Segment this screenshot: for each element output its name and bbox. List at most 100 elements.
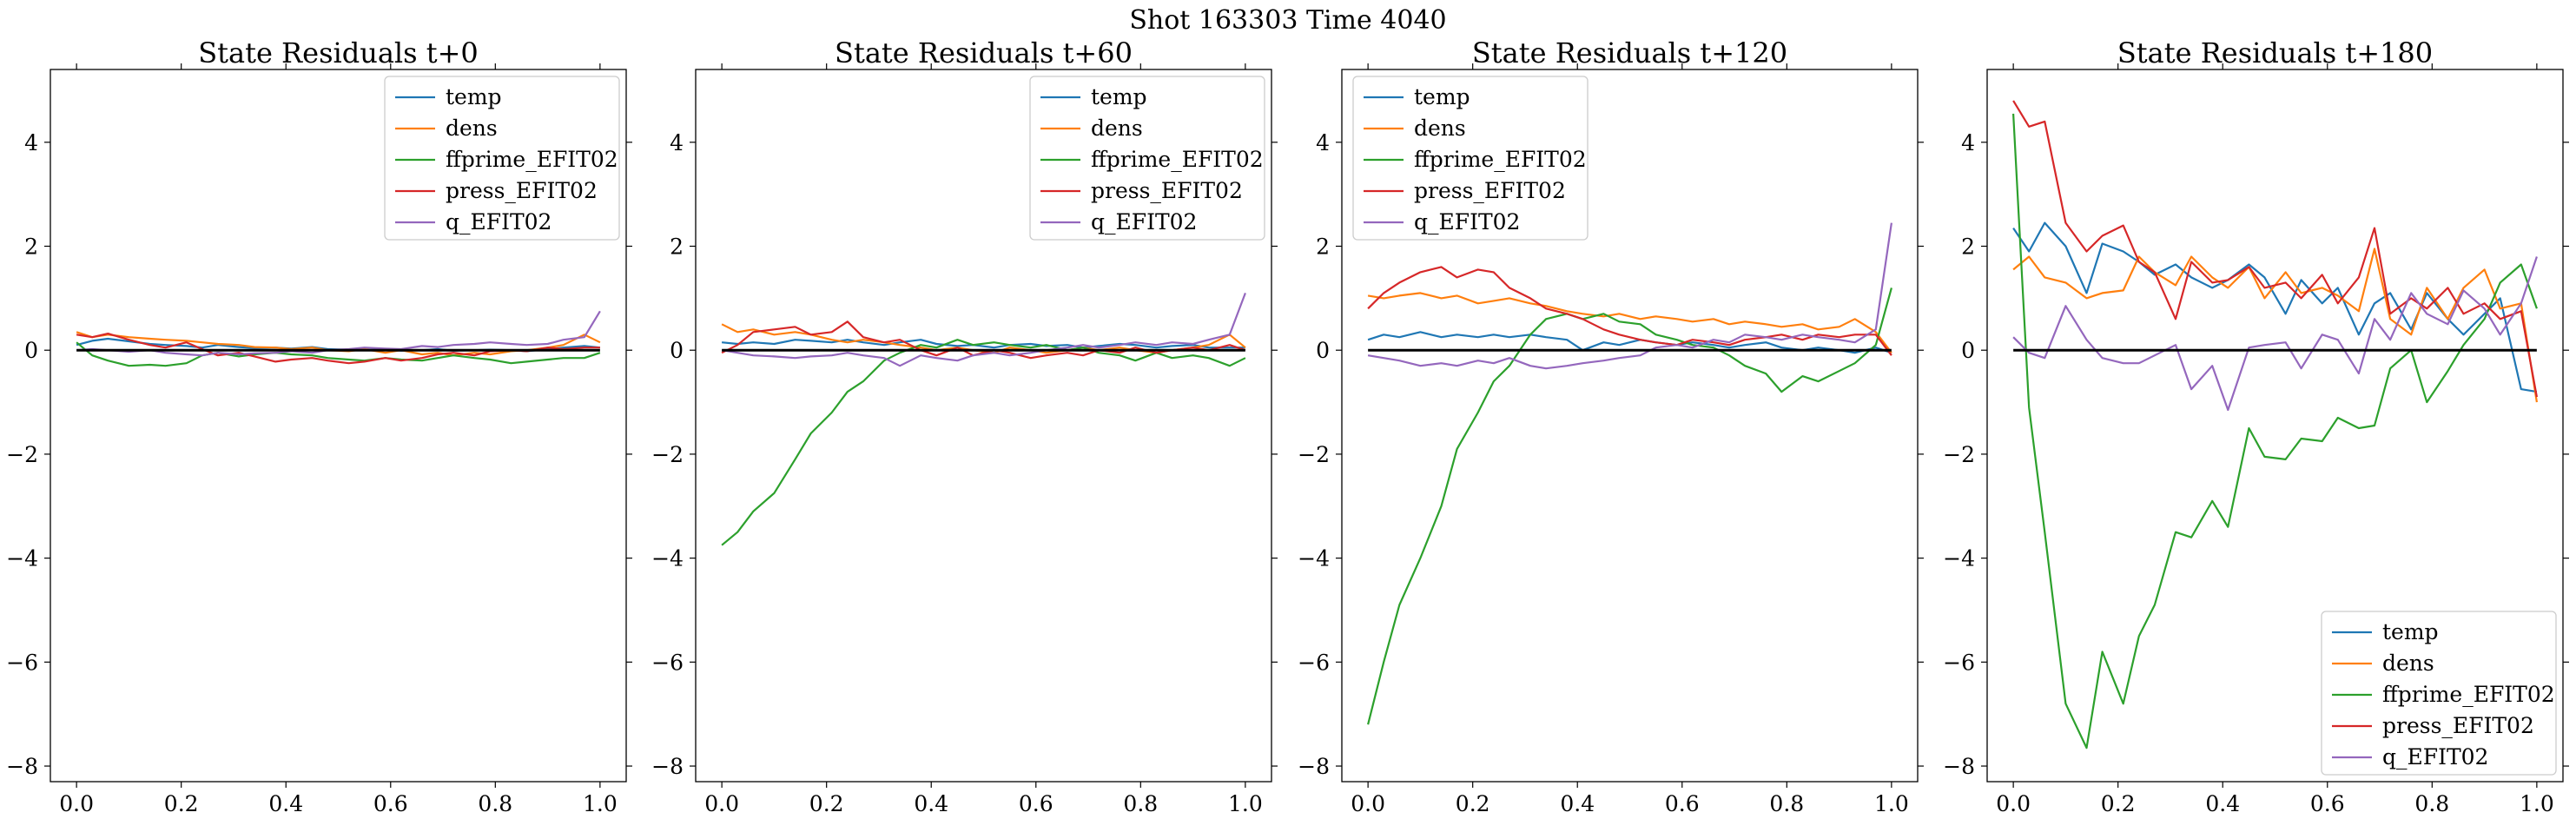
series-line-press-efit02 [1367,266,1892,356]
x-tick-label: 1.0 [1874,791,1909,816]
y-tick-label: 4 [670,130,684,155]
y-tick-label: −8 [1298,754,1330,779]
legend-label: q_EFIT02 [446,209,552,234]
y-tick-label: 2 [1316,234,1330,260]
y-tick-label: 2 [1961,234,1975,260]
axes-frame [1341,69,1919,783]
x-tick-label: 0.2 [1456,791,1490,816]
panel-3: State Residuals t+120 0.0 0.2 0.4 0.6 0.8 1.0 −… [1298,36,1924,816]
y-tick-label: 0 [1961,338,1975,363]
y-tick-label: −8 [1943,754,1975,779]
panels: State Residuals t+0 0.0 0.2 0.4 0.6 0.8 1.0 −8 −… [6,36,2569,816]
y-tick-label: −4 [1298,546,1330,571]
axes-frame [1986,69,2564,783]
y-tick-label: 0 [1316,338,1330,363]
y-tick-label: −8 [6,754,38,779]
legend-label: q_EFIT02 [2382,744,2488,769]
x-tick-label: 0.8 [1769,791,1804,816]
panel-title: State Residuals t+0 [198,36,479,69]
y-tick-label: 4 [1961,130,1975,155]
y-tick-label: −2 [651,442,684,467]
x-tick-label: 0.0 [1996,791,2031,816]
y-tick-label: −8 [651,754,684,779]
panel-4: State Residuals t+180 0.0 0.2 0.4 0.6 0.8 1.0 −… [1943,36,2569,816]
series-line-dens [1367,292,1892,353]
series-line-ffprime-efit02 [1367,287,1892,725]
x-tick-label: 1.0 [1228,791,1263,816]
y-tick-label: −4 [651,546,684,571]
series-line-temp [2012,221,2538,393]
legend-label: press_EFIT02 [1414,178,1566,203]
legend-label: press_EFIT02 [2382,713,2534,738]
y-tick-label: 4 [1316,130,1330,155]
x-tick-label: 0.0 [59,791,94,816]
y-tick-label: −6 [1298,650,1330,675]
legend: temp dens ffprime_EFIT02 press_EFIT02 q_EFIT… [1352,76,1589,241]
axes-frame [50,69,627,783]
y-tick-label: 2 [670,234,684,260]
legend-label: dens [446,116,498,141]
legend-label: temp [2382,619,2439,644]
x-tick-label: 0.8 [2414,791,2449,816]
series-line-ffprime-efit02 [721,339,1246,546]
legend: temp dens ffprime_EFIT02 press_EFIT02 q_EFIT… [2321,611,2557,776]
y-tick-label: −2 [1298,442,1330,467]
legend-label: dens [1414,116,1466,141]
legend: temp dens ffprime_EFIT02 press_EFIT02 q_EFIT… [384,76,620,241]
legend-label: dens [2382,651,2434,676]
series-line-q-efit02 [1367,222,1892,370]
figure-suptitle: Shot 163303 Time 4040 [1129,5,1446,36]
y-tick-label: −6 [1943,650,1975,675]
x-tick-label: 0.2 [2101,791,2136,816]
x-tick-label: 0.0 [704,791,739,816]
y-tick-label: 0 [24,338,38,363]
legend-label: ffprime_EFIT02 [2382,682,2555,707]
series-line-q-efit02 [2012,256,2538,412]
axes-frame [695,69,1272,783]
y-tick-label: 4 [24,130,38,155]
legend-frame [1352,76,1589,241]
panel-title: State Residuals t+120 [1472,36,1787,69]
series-line-ffprime-efit02 [76,341,601,367]
x-tick-label: 0.8 [478,791,512,816]
x-tick-label: 0.6 [1665,791,1700,816]
x-tick-label: 0.0 [1351,791,1385,816]
x-tick-label: 0.2 [809,791,844,816]
y-tick-label: −2 [1943,442,1975,467]
legend-frame [2321,611,2557,776]
x-tick-label: 1.0 [2520,791,2554,816]
legend-label: ffprime_EFIT02 [1414,147,1587,172]
x-tick-label: 0.4 [914,791,948,816]
legend-label: press_EFIT02 [446,178,598,203]
x-tick-label: 0.6 [1019,791,1054,816]
legend-label: temp [1414,84,1470,109]
y-tick-label: 0 [670,338,684,363]
y-tick-label: −4 [6,546,38,571]
legend-label: temp [1091,84,1147,109]
panel-title: State Residuals t+180 [2117,36,2433,69]
panel-title: State Residuals t+60 [835,36,1133,69]
y-tick-label: −4 [1943,546,1975,571]
legend-label: press_EFIT02 [1091,178,1243,203]
series-line-q-efit02 [721,293,1246,367]
series-line-temp [721,339,1245,349]
x-tick-label: 0.4 [268,791,303,816]
y-tick-label: −6 [6,650,38,675]
legend-frame [384,76,620,241]
x-tick-label: 0.6 [373,791,408,816]
legend-label: q_EFIT02 [1414,209,1520,234]
series-line-press-efit02 [721,320,1246,360]
legend-label: q_EFIT02 [1091,209,1197,234]
y-tick-label: 2 [24,234,38,260]
x-tick-label: 0.8 [1123,791,1158,816]
legend-label: ffprime_EFIT02 [1091,147,1264,172]
y-tick-label: −2 [6,442,38,467]
legend: temp dens ffprime_EFIT02 press_EFIT02 q_EFIT… [1029,76,1265,241]
series-line-ffprime-efit02 [2012,113,2538,750]
x-tick-label: 0.4 [1560,791,1595,816]
panel-1: State Residuals t+0 0.0 0.2 0.4 0.6 0.8 1.0 −8 −… [6,36,632,816]
y-tick-label: −6 [651,650,684,675]
series-line-press-efit02 [2012,100,2538,398]
legend-frame [1029,76,1265,241]
